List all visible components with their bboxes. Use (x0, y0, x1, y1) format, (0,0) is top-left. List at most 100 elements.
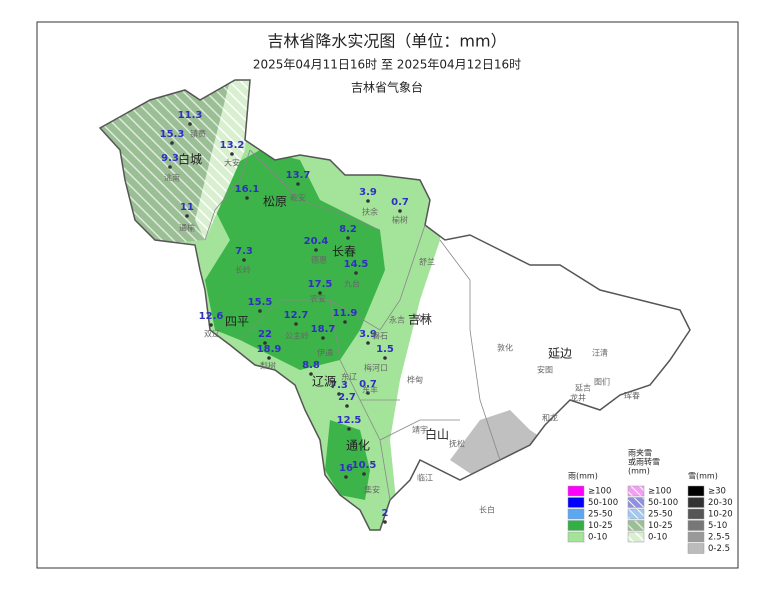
legend-swatch (567, 508, 585, 520)
legend-swatch (567, 531, 585, 543)
legend-swatch (627, 520, 645, 531)
county-name: 舒兰 (419, 257, 435, 267)
legend-label: 20-30 (708, 498, 733, 508)
station-dot (230, 152, 234, 156)
county-name: 大安 (224, 158, 240, 168)
legend-swatch (687, 508, 705, 520)
station-value: 22 (258, 329, 272, 340)
station-value: 18.9 (257, 344, 282, 355)
county-name: 桦甸 (407, 375, 423, 385)
city-name: 松原 (263, 195, 287, 209)
legend-title: 雪(mm) (688, 472, 718, 481)
legend-label: ≥100 (648, 487, 671, 497)
legend-swatch (687, 497, 705, 508)
legend-title: 或雨转雪 (628, 457, 660, 467)
station-value: 11.3 (178, 110, 203, 121)
issuer: 吉林省气象台 (351, 80, 423, 95)
station-value: 12.7 (284, 310, 309, 321)
station-dot (366, 391, 370, 395)
station-dot (383, 520, 387, 524)
station-dot (318, 291, 322, 295)
station-dot (354, 271, 358, 275)
station-value: 0.7 (391, 197, 409, 208)
station-value: 18.7 (311, 324, 336, 335)
subtitle: 2025年04月11日16时 至 2025年04月12日16时 (253, 58, 521, 72)
legend-swatch (627, 508, 645, 520)
station-dot (398, 209, 402, 213)
legend-swatch (567, 485, 585, 497)
county-name: 蛟河 (414, 313, 430, 323)
city-name: 白山 (425, 427, 449, 442)
county-name: 靖宇 (412, 425, 428, 435)
station-dot (267, 356, 271, 360)
station-value: 13.2 (220, 140, 245, 151)
station-value: 14.5 (344, 259, 369, 270)
county-name: 双辽 (204, 330, 220, 339)
county-name: 榆树 (392, 215, 408, 225)
station-value: 8.8 (302, 360, 320, 371)
county-name: 抚松 (449, 439, 465, 449)
county-name: 乾安 (290, 193, 306, 203)
station-dot (258, 309, 262, 313)
county-name: 东辽 (341, 372, 357, 382)
station-value: 0.7 (359, 379, 377, 390)
county-name: 敦化 (497, 343, 513, 353)
county-name: 扶余 (362, 207, 378, 217)
station-dot (366, 341, 370, 345)
station-value: 2.7 (338, 392, 356, 403)
county-name: 通榆 (179, 223, 195, 233)
station-value: 13.7 (286, 170, 311, 181)
station-value: 3.9 (359, 187, 377, 198)
city-name: 吉林 (408, 313, 432, 327)
county-name: 和龙 (542, 413, 558, 423)
station-value: 11.9 (333, 308, 358, 319)
station-dot (366, 199, 370, 203)
station-dot (245, 196, 249, 200)
station-value: 15.3 (160, 129, 185, 140)
legend-swatch (687, 543, 705, 554)
station-dot (344, 475, 348, 479)
county-name: 德惠 (311, 255, 327, 265)
city-name: 长春 (332, 245, 356, 259)
station-value: 3.9 (359, 329, 377, 340)
county-name: 农安 (310, 294, 326, 304)
legend-label: 0-10 (588, 533, 607, 543)
legend-swatch (567, 497, 585, 508)
county-name: 公主岭 (285, 331, 309, 341)
station-value: 20.4 (304, 236, 329, 247)
legend-title: 雨夹雪 (628, 448, 652, 458)
station-value: 8.2 (339, 224, 357, 235)
legend-swatch (627, 531, 645, 543)
station-value: 9.3 (161, 153, 179, 164)
county-name: 长岭 (235, 265, 251, 275)
city-name: 四平 (225, 315, 249, 329)
legend-label: 10-25 (588, 521, 613, 531)
legend-label: 50-100 (648, 498, 678, 508)
station-dot (321, 336, 325, 340)
station-value: 10.5 (352, 460, 377, 471)
county-name: 图们 (594, 377, 610, 387)
county-name: 汪清 (592, 348, 608, 358)
county-name: 东丰 (362, 385, 378, 395)
legend-swatch (687, 485, 705, 497)
legend-label: ≥100 (588, 487, 611, 497)
county-name: 九台 (344, 279, 360, 289)
county-name: 延吉 (575, 383, 591, 393)
station-dot (343, 320, 347, 324)
station-dot (263, 341, 267, 345)
station-value: 11 (180, 202, 194, 213)
legend-swatch (567, 520, 585, 531)
station-dot (309, 372, 313, 376)
station-value: 7.3 (235, 246, 253, 257)
station-dot (362, 472, 366, 476)
station-dot (242, 258, 246, 262)
legend-label: 2.5-5 (708, 533, 730, 543)
legend-swatch (627, 497, 645, 508)
station-dot (347, 427, 351, 431)
station-dot (296, 182, 300, 186)
station-dot (314, 248, 318, 252)
city-name: 通化 (346, 439, 370, 453)
city-name: 白城 (178, 152, 202, 167)
station-value: 12.6 (199, 311, 224, 322)
legend-label: 0-2.5 (708, 544, 730, 554)
